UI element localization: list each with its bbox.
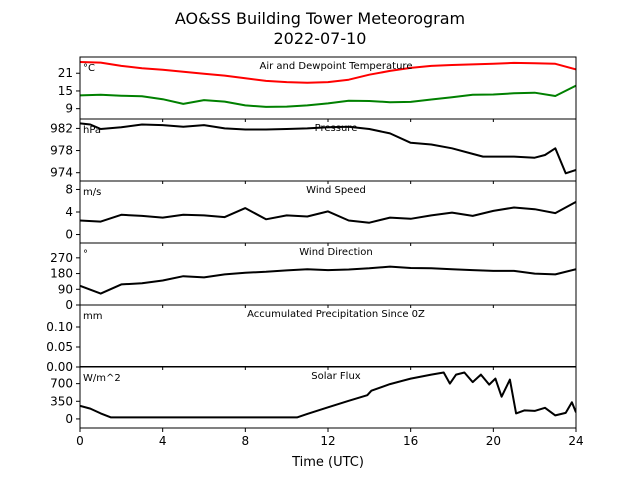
- panel-unit-label: m/s: [83, 187, 101, 198]
- x-tick-label: 24: [568, 434, 583, 448]
- figure-title: AO&SS Building Tower Meteorogram: [175, 9, 465, 28]
- panel-unit-label: °: [83, 249, 88, 260]
- series-line-1: [80, 61, 576, 84]
- x-tick-label: 12: [320, 434, 335, 448]
- x-tick-label: 16: [403, 434, 418, 448]
- series-line-2: [80, 84, 576, 108]
- figure-date: 2022-07-10: [274, 29, 367, 48]
- y-tick-label: 0.05: [46, 340, 73, 354]
- y-tick-label: 982: [50, 121, 73, 135]
- y-tick-label: 21: [58, 66, 73, 80]
- panel-3: 0 4 8 Wind Speed m/s: [65, 180, 577, 246]
- y-tick-label: 270: [50, 251, 73, 265]
- panel-5: 0.00 0.05 0.10 Accumulated Precipitation Si…: [46, 304, 577, 374]
- y-tick-label: 180: [50, 267, 73, 281]
- y-tick-label: 0.10: [46, 320, 73, 334]
- panel-title: Wind Speed: [306, 185, 366, 196]
- y-tick-label: 15: [58, 84, 73, 98]
- series-line-1: [80, 201, 576, 224]
- y-tick-label: 700: [50, 377, 73, 391]
- panel-1: 9 15 21 Air and Dewpoint Temperature °C: [58, 56, 577, 122]
- panel-6: 0 350 700 Solar Flux W/m^2: [50, 366, 577, 432]
- x-tick-label: 20: [486, 434, 501, 448]
- panel-unit-label: mm: [83, 311, 102, 322]
- panel-title: Pressure: [315, 123, 358, 134]
- x-axis-label: Time (UTC): [291, 455, 364, 470]
- panel-unit-label: W/m^2: [83, 373, 121, 384]
- y-tick-label: 0: [65, 298, 73, 312]
- x-tick-label: 0: [76, 434, 84, 448]
- y-tick-label: 0: [65, 412, 73, 426]
- series-line-1: [80, 122, 576, 175]
- y-tick-label: 8: [65, 182, 73, 196]
- panel-title: Wind Direction: [299, 247, 373, 258]
- panel-title: Accumulated Precipitation Since 0Z: [247, 309, 425, 320]
- panel-title: Solar Flux: [311, 371, 361, 382]
- y-tick-label: 0.00: [46, 360, 73, 374]
- y-tick-label: 4: [65, 205, 73, 219]
- panel-unit-label: hPa: [83, 125, 101, 136]
- y-tick-label: 974: [50, 166, 73, 180]
- y-tick-label: 350: [50, 394, 73, 408]
- panel-unit-label: °C: [83, 63, 95, 74]
- y-tick-label: 90: [58, 282, 73, 296]
- x-tick-label: 4: [159, 434, 167, 448]
- series-line-1: [80, 371, 576, 419]
- panel-2: 974 978 982 Pressure hPa: [50, 118, 577, 184]
- series-line-1: [80, 265, 576, 295]
- x-tick-label: 8: [242, 434, 250, 448]
- y-tick-label: 9: [65, 102, 73, 116]
- y-tick-label: 0: [65, 228, 73, 242]
- y-tick-label: 978: [50, 144, 73, 158]
- panel-title: Air and Dewpoint Temperature: [260, 61, 413, 72]
